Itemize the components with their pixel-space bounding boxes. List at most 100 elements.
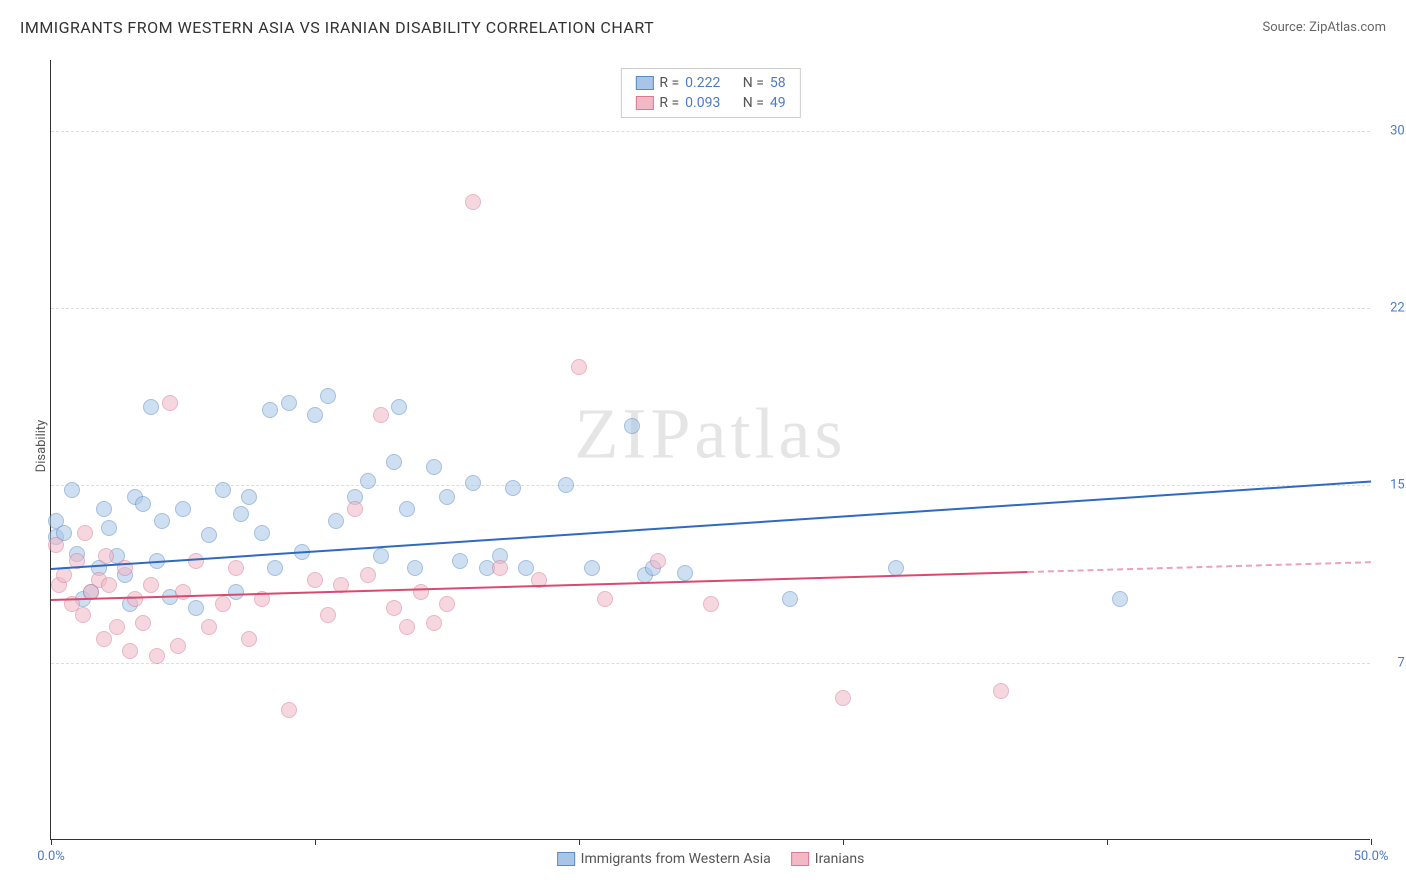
scatter-point [386, 454, 402, 470]
scatter-point [465, 475, 481, 491]
n-label: N = [743, 75, 764, 91]
scatter-point [154, 513, 170, 529]
scatter-point [215, 596, 231, 612]
y-axis-label: Disability [34, 420, 49, 473]
watermark-text: ZIPatlas [575, 392, 847, 475]
source-attribution: Source: ZipAtlas.com [1262, 20, 1386, 35]
legend-swatch [635, 76, 653, 90]
scatter-point [254, 525, 270, 541]
legend-series-item: Immigrants from Western Asia [557, 851, 771, 867]
scatter-point [347, 501, 363, 517]
scatter-point [320, 607, 336, 623]
legend-series-item: Iranians [791, 851, 865, 867]
r-label: R = [659, 75, 679, 91]
chart-container: IMMIGRANTS FROM WESTERN ASIA VS IRANIAN … [0, 0, 1406, 892]
scatter-point [149, 648, 165, 664]
scatter-point [386, 600, 402, 616]
scatter-point [215, 482, 231, 498]
scatter-point [122, 643, 138, 659]
scatter-point [307, 572, 323, 588]
scatter-point [262, 402, 278, 418]
scatter-point [650, 553, 666, 569]
scatter-point [135, 615, 151, 631]
r-value: 0.222 [685, 75, 720, 91]
scatter-point [56, 567, 72, 583]
scatter-point [584, 560, 600, 576]
scatter-point [143, 577, 159, 593]
scatter-point [48, 537, 64, 553]
scatter-point [413, 584, 429, 600]
scatter-point [439, 596, 455, 612]
x-tick [51, 839, 52, 845]
n-value: 49 [770, 95, 786, 111]
scatter-point [98, 548, 114, 564]
scatter-point [597, 591, 613, 607]
n-label: N = [743, 95, 764, 111]
gridline [51, 485, 1370, 486]
scatter-point [96, 501, 112, 517]
scatter-point [175, 501, 191, 517]
scatter-point [96, 631, 112, 647]
scatter-point [127, 591, 143, 607]
scatter-point [782, 591, 798, 607]
scatter-point [407, 560, 423, 576]
scatter-point [835, 690, 851, 706]
scatter-point [558, 477, 574, 493]
scatter-point [1112, 591, 1128, 607]
scatter-point [241, 489, 257, 505]
scatter-point [518, 560, 534, 576]
x-tick-label: 50.0% [1354, 849, 1389, 864]
x-tick-label: 0.0% [37, 849, 65, 864]
scatter-point [77, 525, 93, 541]
scatter-point [360, 567, 376, 583]
scatter-point [170, 638, 186, 654]
scatter-point [135, 496, 151, 512]
scatter-point [228, 560, 244, 576]
scatter-point [465, 194, 481, 210]
scatter-point [75, 607, 91, 623]
scatter-point [492, 560, 508, 576]
scatter-point [571, 359, 587, 375]
scatter-point [101, 520, 117, 536]
x-tick [1107, 839, 1108, 845]
scatter-point [241, 631, 257, 647]
scatter-point [426, 615, 442, 631]
y-tick-label: 7.5% [1397, 655, 1406, 670]
scatter-point [233, 506, 249, 522]
legend-correlation-box: R = 0.222 N = 58R = 0.093 N = 49 [620, 68, 800, 118]
legend-correlation-row: R = 0.222 N = 58 [635, 73, 785, 93]
gridline [51, 663, 1370, 664]
r-label: R = [659, 95, 679, 111]
scatter-point [373, 548, 389, 564]
legend-series: Immigrants from Western Asia Iranians [557, 851, 865, 867]
plot-area: ZIPatlas R = 0.222 N = 58R = 0.093 N = 4… [50, 60, 1370, 840]
scatter-point [109, 619, 125, 635]
scatter-point [175, 584, 191, 600]
legend-series-label: Immigrants from Western Asia [581, 851, 771, 867]
scatter-point [281, 395, 297, 411]
scatter-point [188, 553, 204, 569]
scatter-point [624, 418, 640, 434]
legend-swatch [635, 96, 653, 110]
scatter-point [64, 482, 80, 498]
scatter-point [320, 388, 336, 404]
scatter-point [188, 600, 204, 616]
scatter-point [143, 399, 159, 415]
scatter-point [373, 407, 389, 423]
x-tick [315, 839, 316, 845]
scatter-point [360, 473, 376, 489]
trend-line-dashed [1028, 561, 1371, 573]
gridline [51, 131, 1370, 132]
scatter-point [993, 683, 1009, 699]
scatter-point [391, 399, 407, 415]
scatter-point [228, 584, 244, 600]
scatter-point [439, 489, 455, 505]
legend-series-label: Iranians [815, 851, 865, 867]
chart-title: IMMIGRANTS FROM WESTERN ASIA VS IRANIAN … [20, 18, 654, 37]
x-tick [1371, 839, 1372, 845]
scatter-point [281, 702, 297, 718]
scatter-point [505, 480, 521, 496]
scatter-point [452, 553, 468, 569]
scatter-point [201, 619, 217, 635]
y-tick-label: 30.0% [1390, 123, 1406, 138]
